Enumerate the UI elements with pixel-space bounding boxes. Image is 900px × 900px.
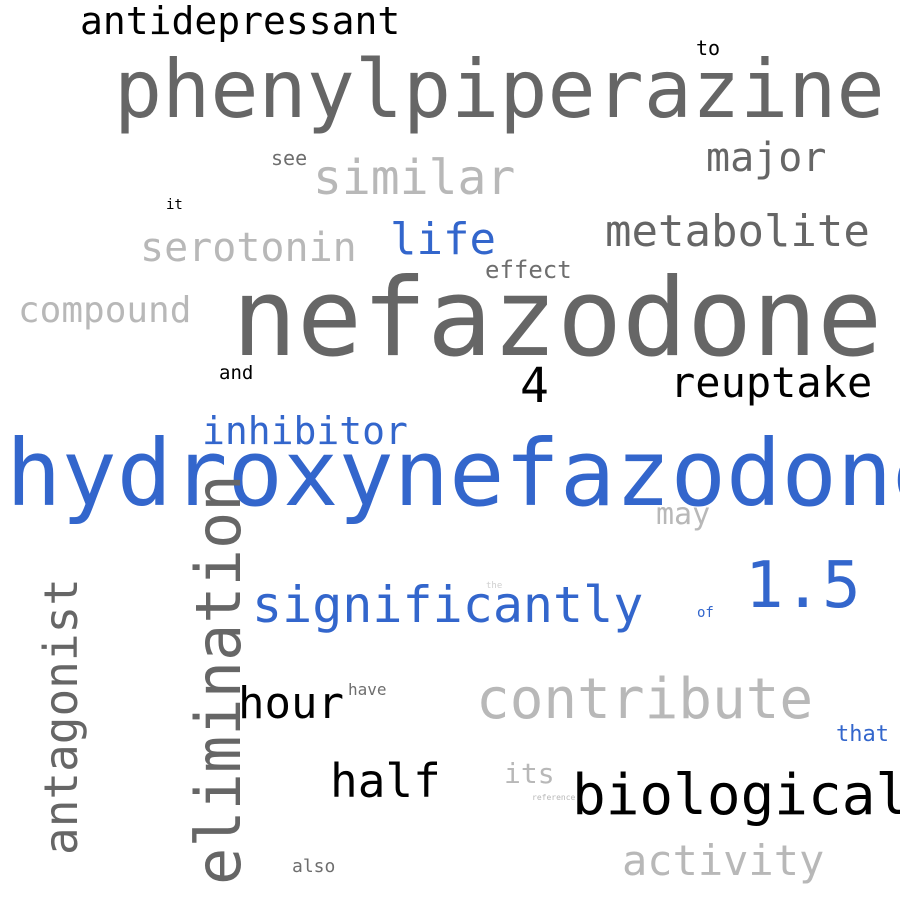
word-hydroxynefazodone: hydroxynefazodone — [6, 420, 900, 527]
word-reference: reference — [532, 793, 576, 802]
word-hour: hour — [238, 678, 344, 729]
word-inhibitor: inhibitor — [202, 409, 408, 453]
word-see: see — [271, 146, 308, 170]
word-nefazodone: nefazodone — [232, 256, 883, 381]
word-compound: compound — [18, 290, 192, 331]
word-the: the — [486, 581, 503, 591]
word-that: that — [836, 722, 889, 747]
word-serotonin: serotonin — [140, 225, 357, 271]
word-significantly: significantly — [252, 576, 644, 634]
word-it: it — [166, 197, 183, 213]
word-contribute: contribute — [476, 667, 814, 732]
word-biological: biological — [572, 763, 900, 828]
word-reuptake: reuptake — [670, 358, 873, 407]
word-its: its — [504, 757, 555, 790]
word-also: also — [292, 856, 336, 877]
word-phenylpiperazine: phenylpiperazine — [114, 43, 885, 136]
word-life: life — [390, 214, 496, 265]
word-of: of — [697, 605, 714, 621]
word-half: half — [330, 754, 441, 808]
word-similar: similar — [313, 150, 516, 206]
word-and: and — [219, 362, 254, 384]
word-activity: activity — [622, 836, 825, 885]
word-4: 4 — [520, 358, 549, 414]
word-1-5: 1.5 — [745, 549, 861, 623]
word-effect: effect — [485, 256, 572, 284]
word-may: may — [656, 497, 711, 532]
word-major: major — [706, 135, 827, 181]
word-to: to — [696, 36, 721, 60]
word-metabolite: metabolite — [605, 206, 870, 257]
word-antagonist: antagonist — [34, 578, 88, 855]
word-antidepressant: antidepressant — [80, 0, 401, 43]
word-have: have — [348, 680, 387, 699]
